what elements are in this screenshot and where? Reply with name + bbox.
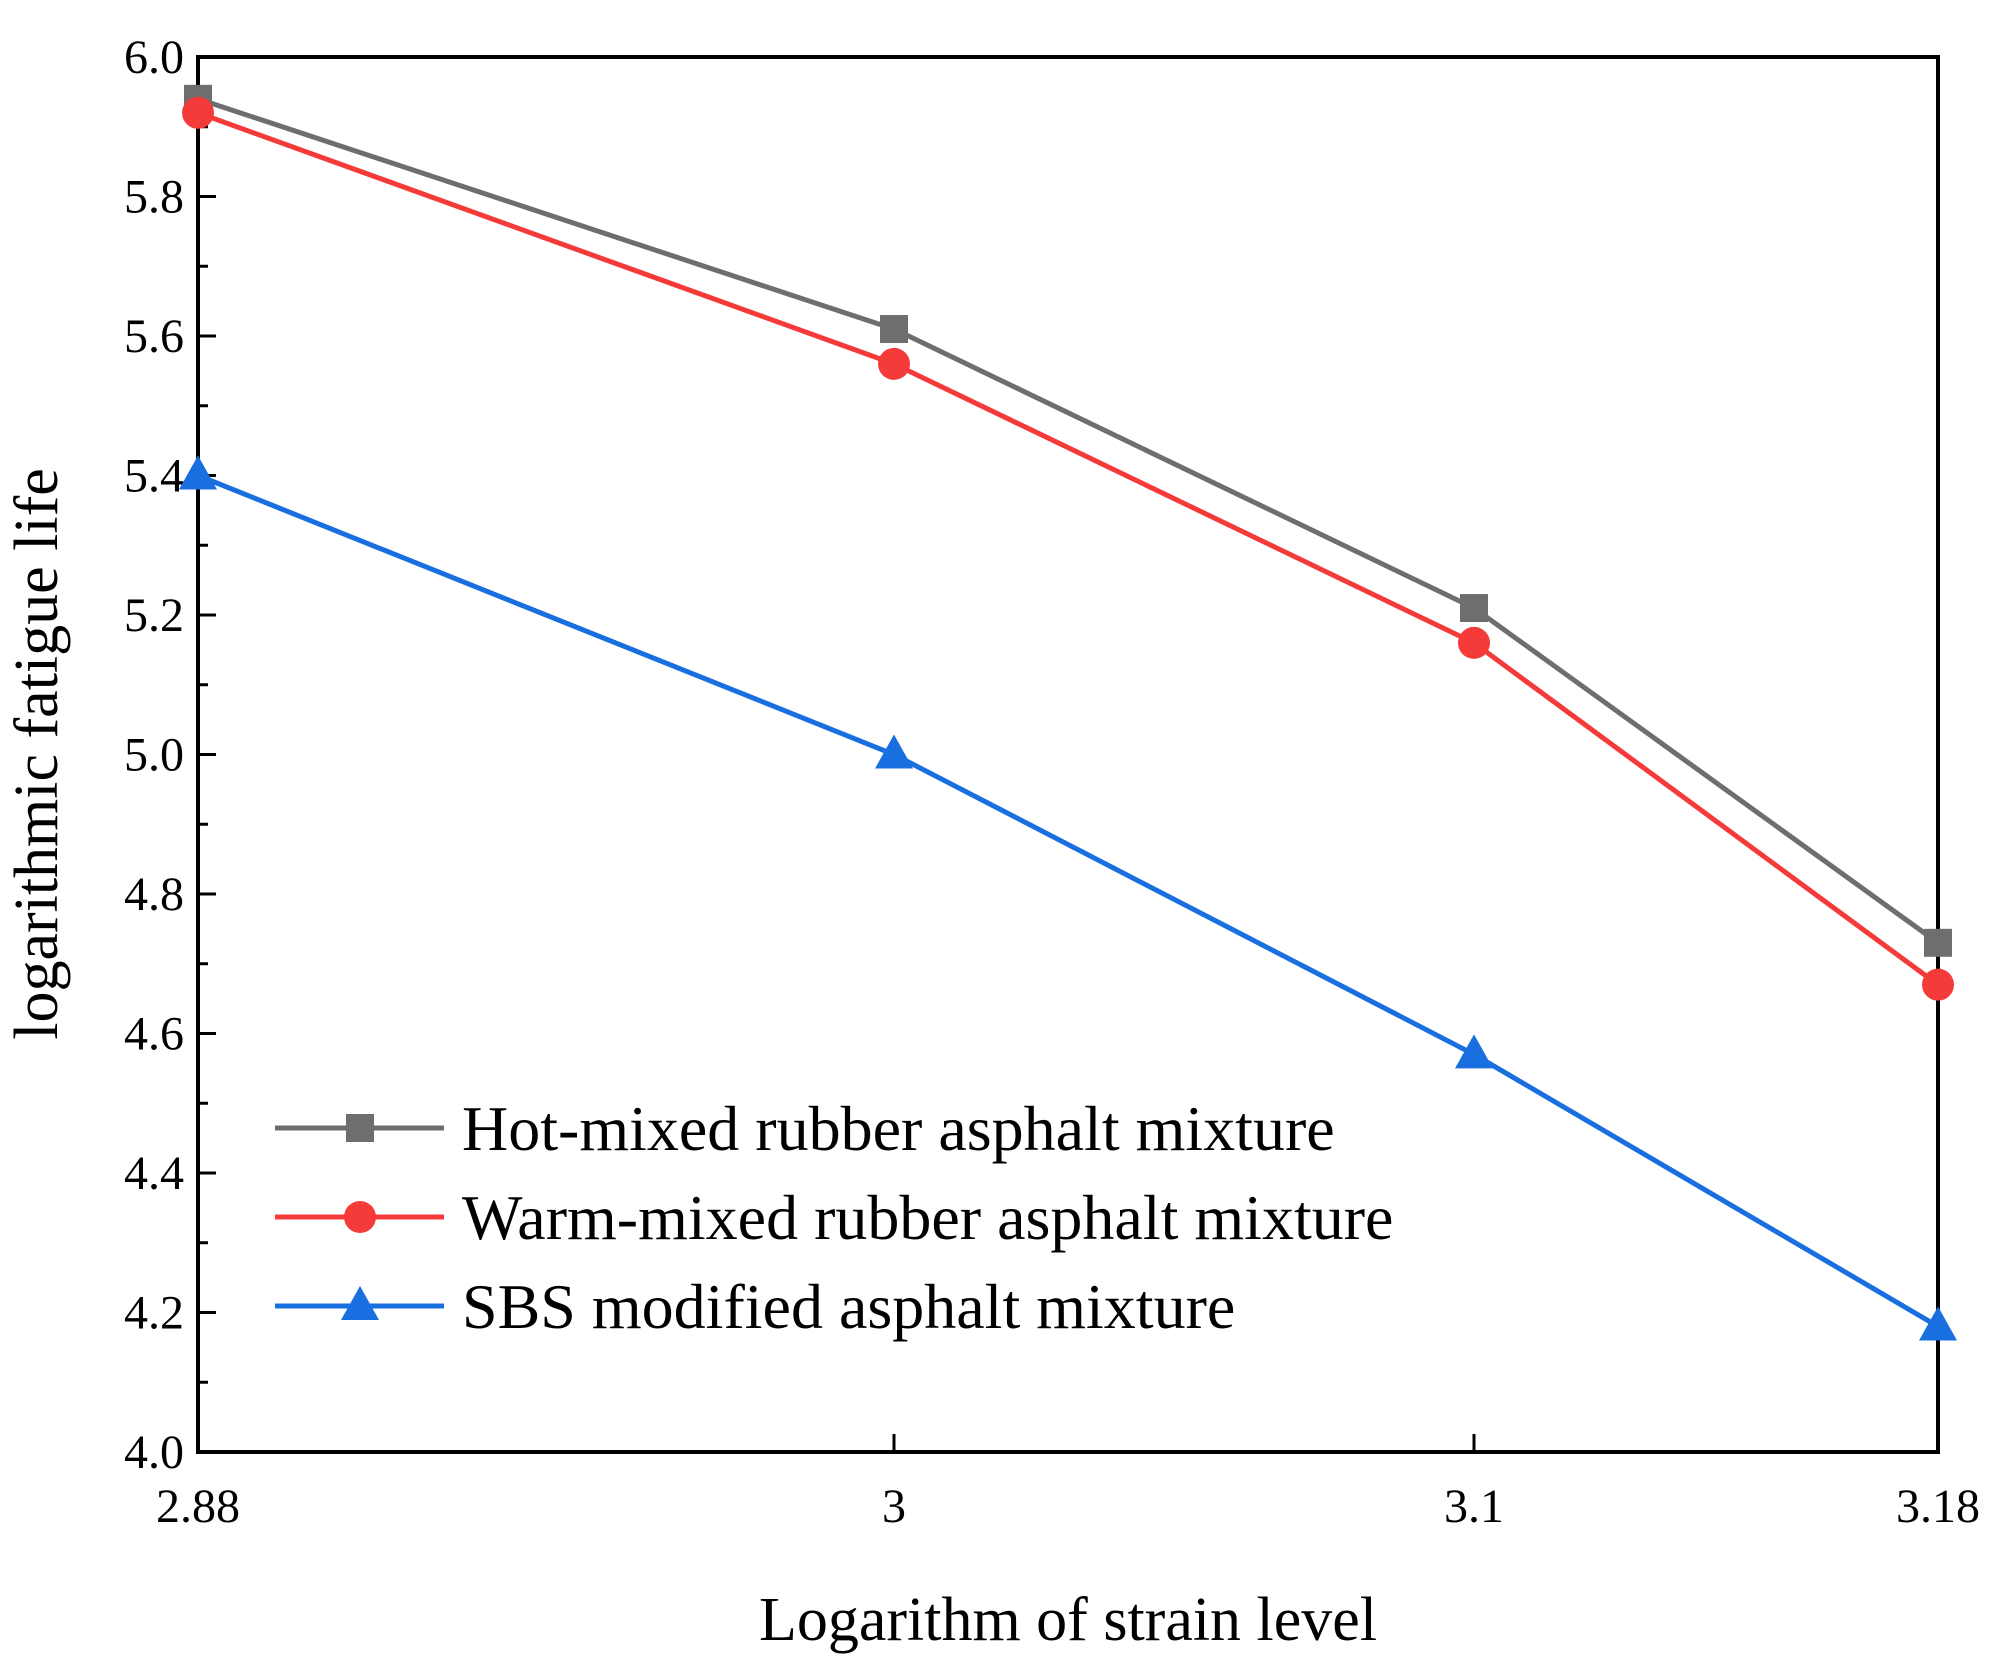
y-tick-label: 4.0 xyxy=(124,1426,184,1479)
y-tick-label: 5.8 xyxy=(124,171,184,224)
legend-label: Hot-mixed rubber asphalt mixture xyxy=(462,1093,1335,1164)
y-tick-label: 4.4 xyxy=(124,1147,184,1200)
data-point xyxy=(875,734,913,769)
y-axis-title: logarithmic fatigue life xyxy=(3,468,71,1040)
legend-item: Warm-mixed rubber asphalt mixture xyxy=(275,1182,1393,1253)
y-tick-label: 4.2 xyxy=(124,1287,184,1340)
legend-item: Hot-mixed rubber asphalt mixture xyxy=(275,1093,1335,1164)
x-axis-ticks: 2.88 3 3.1 3.18 xyxy=(156,1434,1980,1533)
x-axis-title: Logarithm of strain level xyxy=(759,1586,1377,1654)
legend-label: SBS modified asphalt mixture xyxy=(462,1271,1235,1342)
y-tick-label: 5.6 xyxy=(124,310,184,363)
series-layer xyxy=(179,84,1957,1341)
series-triangle xyxy=(179,455,1957,1341)
legend-marker xyxy=(346,1114,374,1142)
x-tick-label: 3 xyxy=(882,1480,906,1533)
y-tick-label: 5.4 xyxy=(124,450,184,503)
y-tick-label: 4.8 xyxy=(124,868,184,921)
data-point xyxy=(880,315,908,344)
data-point xyxy=(1455,1034,1493,1069)
legend-marker xyxy=(341,1286,379,1320)
series-circle xyxy=(182,96,1954,1001)
data-point xyxy=(878,347,910,380)
data-point xyxy=(1919,1306,1957,1341)
y-tick-label: 4.6 xyxy=(124,1008,184,1061)
data-point xyxy=(182,96,214,129)
x-tick-label: 3.18 xyxy=(1896,1480,1980,1533)
series-square xyxy=(184,84,1952,957)
series-line xyxy=(197,110,1940,987)
series-line xyxy=(197,96,1940,945)
legend: Hot-mixed rubber asphalt mixture Warm-mix… xyxy=(275,1093,1393,1342)
y-tick-label: 5.0 xyxy=(124,729,184,782)
data-point xyxy=(1922,968,1954,1001)
legend-marker xyxy=(344,1201,376,1233)
data-point xyxy=(1924,928,1952,957)
x-tick-label: 2.88 xyxy=(156,1480,240,1533)
x-tick-label: 3.1 xyxy=(1444,1480,1504,1533)
y-tick-label: 6.0 xyxy=(124,31,184,84)
legend-label: Warm-mixed rubber asphalt mixture xyxy=(462,1182,1393,1253)
series-line xyxy=(197,473,1940,1329)
data-point xyxy=(1458,626,1490,659)
y-axis-ticks: 4.0 4.2 4.4 4.6 4.8 5.0 5.2 5.4 5.6 5.8 6.0 xyxy=(124,31,216,1479)
y-tick-label: 5.2 xyxy=(124,589,184,642)
data-point xyxy=(1460,594,1488,623)
data-point xyxy=(179,455,217,490)
legend-item: SBS modified asphalt mixture xyxy=(275,1271,1235,1342)
